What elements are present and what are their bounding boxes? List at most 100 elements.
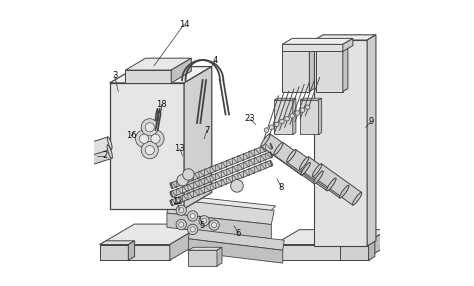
Circle shape	[176, 219, 186, 230]
Text: 13: 13	[174, 144, 185, 153]
Circle shape	[290, 114, 294, 118]
Polygon shape	[100, 241, 135, 245]
Polygon shape	[300, 100, 319, 134]
Circle shape	[190, 213, 195, 219]
Text: 5: 5	[200, 221, 205, 231]
Polygon shape	[312, 164, 362, 205]
Polygon shape	[100, 245, 170, 260]
Ellipse shape	[301, 162, 310, 175]
Circle shape	[305, 105, 310, 110]
Ellipse shape	[352, 192, 362, 205]
Polygon shape	[274, 98, 296, 100]
Circle shape	[280, 119, 284, 124]
Ellipse shape	[107, 145, 112, 158]
Circle shape	[145, 146, 155, 155]
Polygon shape	[100, 245, 128, 260]
Ellipse shape	[270, 160, 273, 166]
Circle shape	[201, 218, 207, 223]
Polygon shape	[274, 100, 293, 134]
Polygon shape	[343, 38, 353, 51]
Circle shape	[190, 227, 195, 232]
Polygon shape	[81, 145, 112, 167]
Circle shape	[151, 134, 160, 143]
Circle shape	[300, 108, 305, 112]
Polygon shape	[167, 213, 271, 239]
Polygon shape	[188, 247, 222, 250]
Polygon shape	[170, 224, 204, 260]
Ellipse shape	[270, 152, 273, 157]
Text: 9: 9	[368, 117, 374, 126]
Polygon shape	[282, 38, 353, 44]
Polygon shape	[126, 70, 171, 83]
Polygon shape	[171, 58, 191, 83]
Ellipse shape	[327, 178, 336, 191]
Polygon shape	[314, 40, 367, 246]
Polygon shape	[170, 143, 273, 188]
Circle shape	[141, 142, 158, 159]
Polygon shape	[300, 157, 349, 198]
Text: 8: 8	[279, 183, 284, 192]
Polygon shape	[184, 67, 212, 209]
Polygon shape	[310, 46, 314, 92]
Circle shape	[231, 180, 243, 192]
Circle shape	[264, 128, 269, 132]
Polygon shape	[369, 241, 375, 260]
Polygon shape	[109, 67, 212, 83]
Circle shape	[274, 122, 279, 127]
Polygon shape	[167, 194, 275, 210]
Polygon shape	[316, 46, 348, 49]
Circle shape	[269, 125, 274, 130]
Polygon shape	[261, 134, 310, 175]
Text: 18: 18	[156, 100, 166, 109]
Polygon shape	[170, 152, 273, 197]
Polygon shape	[109, 83, 184, 209]
Ellipse shape	[80, 146, 85, 158]
Circle shape	[179, 222, 184, 227]
Text: 12: 12	[172, 197, 182, 206]
Circle shape	[141, 119, 158, 136]
Ellipse shape	[80, 153, 85, 167]
Polygon shape	[167, 199, 274, 225]
Circle shape	[209, 220, 219, 230]
Circle shape	[147, 130, 164, 147]
Polygon shape	[81, 137, 111, 158]
Ellipse shape	[170, 192, 173, 197]
Ellipse shape	[274, 142, 283, 155]
Polygon shape	[300, 98, 322, 100]
Circle shape	[136, 130, 153, 147]
Polygon shape	[188, 239, 283, 263]
Polygon shape	[287, 150, 336, 191]
Ellipse shape	[108, 137, 112, 149]
Circle shape	[182, 169, 194, 180]
Text: 2: 2	[102, 151, 108, 160]
Polygon shape	[282, 49, 310, 92]
Ellipse shape	[170, 200, 173, 206]
Polygon shape	[126, 58, 191, 70]
Polygon shape	[282, 44, 343, 51]
Polygon shape	[319, 98, 322, 134]
Text: 14: 14	[179, 20, 189, 29]
Text: 16: 16	[126, 131, 137, 140]
Circle shape	[188, 224, 198, 235]
Polygon shape	[363, 230, 388, 260]
Polygon shape	[217, 247, 222, 266]
Polygon shape	[314, 35, 376, 40]
Ellipse shape	[287, 150, 296, 162]
Ellipse shape	[270, 143, 273, 148]
Polygon shape	[274, 245, 363, 260]
Polygon shape	[188, 250, 217, 266]
Ellipse shape	[312, 164, 322, 176]
Ellipse shape	[314, 171, 323, 184]
Polygon shape	[343, 46, 348, 92]
Circle shape	[211, 223, 217, 228]
Text: 3: 3	[112, 71, 117, 80]
Text: 4: 4	[213, 55, 218, 65]
Circle shape	[188, 211, 198, 221]
Polygon shape	[367, 35, 376, 246]
Circle shape	[176, 205, 186, 215]
Text: 23: 23	[245, 114, 255, 123]
Polygon shape	[170, 160, 273, 206]
Circle shape	[285, 116, 289, 121]
Circle shape	[179, 208, 184, 213]
Text: 6: 6	[236, 229, 241, 238]
